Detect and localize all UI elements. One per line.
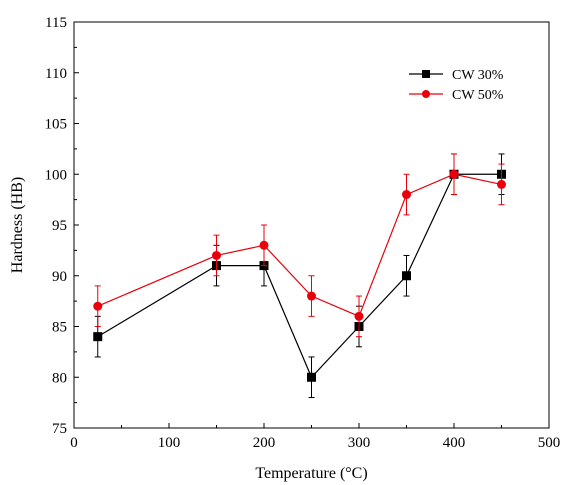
y-tick-label: 80 — [52, 370, 67, 386]
data-point — [402, 190, 411, 200]
data-point — [449, 169, 459, 179]
legend: CW 30% CW 50% — [409, 68, 504, 103]
x-tick-label: 0 — [70, 435, 78, 451]
data-point — [259, 240, 269, 250]
y-tick-label: 90 — [52, 269, 67, 285]
legend-item: CW 50% — [409, 88, 504, 103]
data-point — [402, 271, 411, 281]
y-tick-label: 115 — [45, 15, 67, 31]
series-line — [97, 173, 502, 379]
y-tick-label: 85 — [52, 320, 67, 336]
series-line — [97, 173, 502, 318]
data-point — [307, 372, 316, 382]
legend-marker — [422, 70, 430, 78]
y-axis-label: Hardness (HB) — [9, 177, 26, 273]
legend-label: CW 50% — [452, 88, 504, 103]
y-tick-label: 110 — [45, 66, 67, 82]
x-axis-label: Temperature (°C) — [255, 465, 367, 482]
y-tick-label: 75 — [52, 421, 67, 437]
y-tick-label: 100 — [45, 167, 68, 183]
data-point — [93, 332, 103, 342]
x-tick-label: 200 — [253, 435, 276, 451]
x-tick-label: 100 — [158, 435, 181, 451]
data-point — [497, 179, 506, 189]
legend-label: CW 30% — [452, 68, 504, 83]
series-1 — [93, 153, 506, 399]
x-tick-label: 300 — [348, 435, 371, 451]
legend-item: CW 30% — [409, 68, 504, 83]
data-point — [212, 250, 221, 260]
x-tick-label: 500 — [538, 435, 561, 451]
x-tick-label: 400 — [443, 435, 466, 451]
y-tick-label: 95 — [52, 218, 67, 234]
series-2 — [93, 153, 506, 338]
axis-ticks: 0 100 200 300 400 500 75 80 85 90 95 100 105 110 115 — [45, 15, 561, 451]
series-layer — [93, 153, 506, 399]
legend-marker — [422, 90, 430, 98]
y-tick-label: 105 — [45, 117, 68, 133]
data-point — [93, 301, 103, 311]
data-point — [354, 311, 364, 321]
data-point — [307, 291, 316, 301]
